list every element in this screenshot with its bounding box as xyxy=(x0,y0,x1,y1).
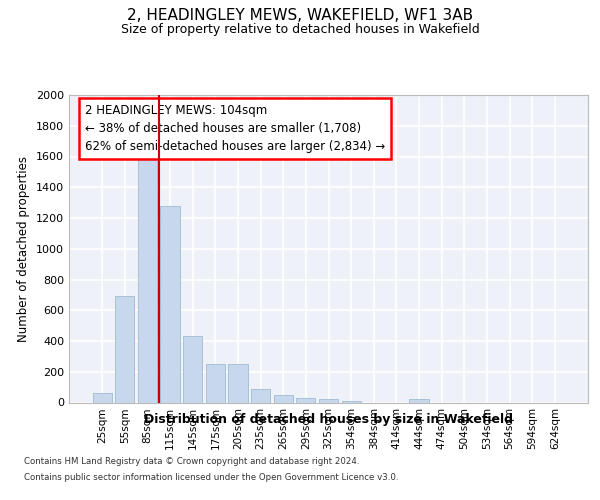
Bar xyxy=(92,393,112,402)
Bar xyxy=(206,364,225,403)
Bar xyxy=(183,336,202,402)
Bar xyxy=(229,364,248,403)
Text: Size of property relative to detached houses in Wakefield: Size of property relative to detached ho… xyxy=(121,22,479,36)
Bar xyxy=(409,400,428,402)
Text: Contains HM Land Registry data © Crown copyright and database right 2024.: Contains HM Land Registry data © Crown c… xyxy=(24,458,359,466)
Y-axis label: Number of detached properties: Number of detached properties xyxy=(17,156,31,342)
Bar xyxy=(296,398,316,402)
Bar xyxy=(319,398,338,402)
Bar xyxy=(115,296,134,403)
Text: 2 HEADINGLEY MEWS: 104sqm
← 38% of detached houses are smaller (1,708)
62% of se: 2 HEADINGLEY MEWS: 104sqm ← 38% of detac… xyxy=(85,104,385,153)
Bar xyxy=(274,395,293,402)
Text: Distribution of detached houses by size in Wakefield: Distribution of detached houses by size … xyxy=(145,412,513,426)
Text: 2, HEADINGLEY MEWS, WAKEFIELD, WF1 3AB: 2, HEADINGLEY MEWS, WAKEFIELD, WF1 3AB xyxy=(127,8,473,22)
Text: Contains public sector information licensed under the Open Government Licence v3: Contains public sector information licen… xyxy=(24,472,398,482)
Bar xyxy=(138,151,157,403)
Bar xyxy=(160,206,180,402)
Bar xyxy=(251,390,270,402)
